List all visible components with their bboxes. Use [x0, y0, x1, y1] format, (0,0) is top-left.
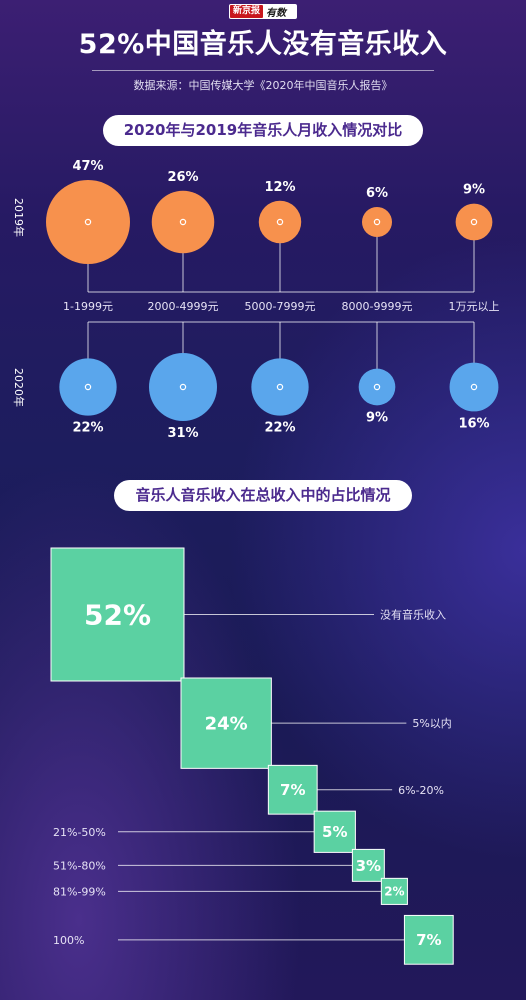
source-note: 数据来源：中国传媒大学《2020年中国音乐人报告》 — [133, 79, 393, 92]
bubble-2020 — [449, 362, 499, 412]
share-block — [403, 914, 454, 965]
bubble-2020 — [59, 358, 117, 416]
value-label-2020: 22% — [72, 421, 103, 436]
bubble-center-2019 — [84, 218, 92, 226]
share-category-label: 81%-99% — [53, 885, 106, 898]
category-label: 2000-4999元 — [148, 300, 219, 313]
share-block — [267, 764, 318, 815]
category-label: 1-1999元 — [63, 300, 113, 313]
share-block — [380, 877, 408, 905]
share-value-label: 2% — [384, 885, 404, 899]
brand-logo: 新京报 有数 — [229, 4, 297, 19]
bubble-2020 — [251, 358, 309, 416]
bubble-center-2019 — [470, 218, 478, 226]
share-category-label: 没有音乐收入 — [380, 608, 446, 622]
value-label-2019: 26% — [167, 170, 198, 185]
bubble-2020 — [358, 368, 396, 406]
bubble-center-2019 — [276, 218, 284, 226]
value-label-2019: 47% — [72, 159, 103, 174]
bubble-2019 — [46, 180, 130, 264]
bubble-center-2020 — [84, 383, 92, 391]
share-value-label: 5% — [322, 823, 347, 841]
share-category-label: 5%以内 — [412, 716, 451, 730]
value-label-2019: 6% — [366, 186, 388, 201]
bubble-2019 — [361, 206, 393, 238]
share-category-label: 21%-50% — [53, 826, 106, 839]
share-category-label: 6%-20% — [398, 784, 444, 797]
category-label: 8000-9999元 — [342, 300, 413, 313]
bubble-center-2020 — [179, 383, 187, 391]
logo-right: 有数 — [266, 8, 287, 19]
section2-heading: 音乐人音乐收入在总收入中的占比情况 — [114, 480, 412, 511]
category-label: 1万元以上 — [449, 300, 500, 313]
logo-left: 新京报 — [230, 5, 264, 18]
bubble-center-2020 — [373, 383, 381, 391]
share-category-label: 100% — [53, 934, 84, 947]
share-block — [180, 677, 272, 769]
title-divider — [92, 70, 434, 71]
value-label-2020: 9% — [366, 410, 388, 425]
share-block — [313, 810, 356, 853]
value-label-2020: 31% — [167, 426, 198, 441]
share-value-label: 3% — [356, 857, 381, 875]
bubble-2019 — [151, 190, 215, 254]
bubble-2019 — [258, 200, 302, 244]
bubble-center-2020 — [276, 383, 284, 391]
share-value-label: 52% — [84, 599, 151, 632]
value-label-2020: 16% — [458, 416, 489, 431]
page-title: 52%中国音乐人没有音乐收入 — [78, 29, 448, 60]
share-value-label: 7% — [280, 781, 305, 799]
share-value-label: 24% — [205, 714, 248, 735]
bubble-center-2020 — [470, 383, 478, 391]
value-label-2019: 9% — [463, 183, 485, 198]
bubble-center-2019 — [179, 218, 187, 226]
share-category-label: 51%-80% — [53, 859, 106, 872]
section1-heading: 2020年与2019年音乐人月收入情况对比 — [103, 115, 423, 146]
category-label: 5000-7999元 — [245, 300, 316, 313]
value-label-2020: 22% — [264, 421, 295, 436]
value-label-2019: 12% — [264, 180, 295, 195]
bubble-2020 — [149, 353, 217, 421]
share-value-label: 7% — [416, 931, 441, 949]
bubble-center-2019 — [373, 218, 381, 226]
share-block — [50, 547, 185, 682]
bubble-2019 — [455, 203, 493, 241]
